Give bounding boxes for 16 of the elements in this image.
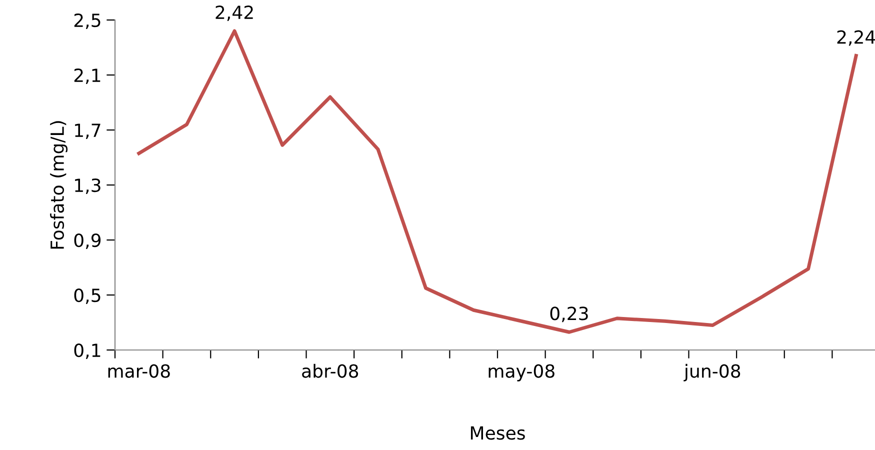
y-tick-label: 0,5 (74, 288, 100, 304)
y-tick-label: 2,1 (74, 68, 100, 84)
x-tick-label: may-08 (488, 364, 554, 382)
x-tick-label: abr-08 (302, 364, 358, 378)
y-axis-title: Fosfato (mg/L) (50, 121, 68, 249)
data-label: 2,42 (216, 6, 253, 22)
data-label: 2,24 (837, 30, 875, 46)
y-tick-label: 1,3 (75, 178, 100, 194)
y-tick-label: 0,1 (74, 343, 100, 359)
data-label: 0,23 (550, 306, 588, 322)
y-tick-label: 1,7 (75, 124, 100, 139)
x-tick-label: mar-08 (108, 364, 170, 378)
y-tick-label: 0,9 (74, 233, 101, 249)
y-tick-label: 2,5 (74, 13, 100, 29)
x-axis-title: Meses (470, 426, 525, 440)
x-tick-label: jun-08 (684, 364, 740, 382)
